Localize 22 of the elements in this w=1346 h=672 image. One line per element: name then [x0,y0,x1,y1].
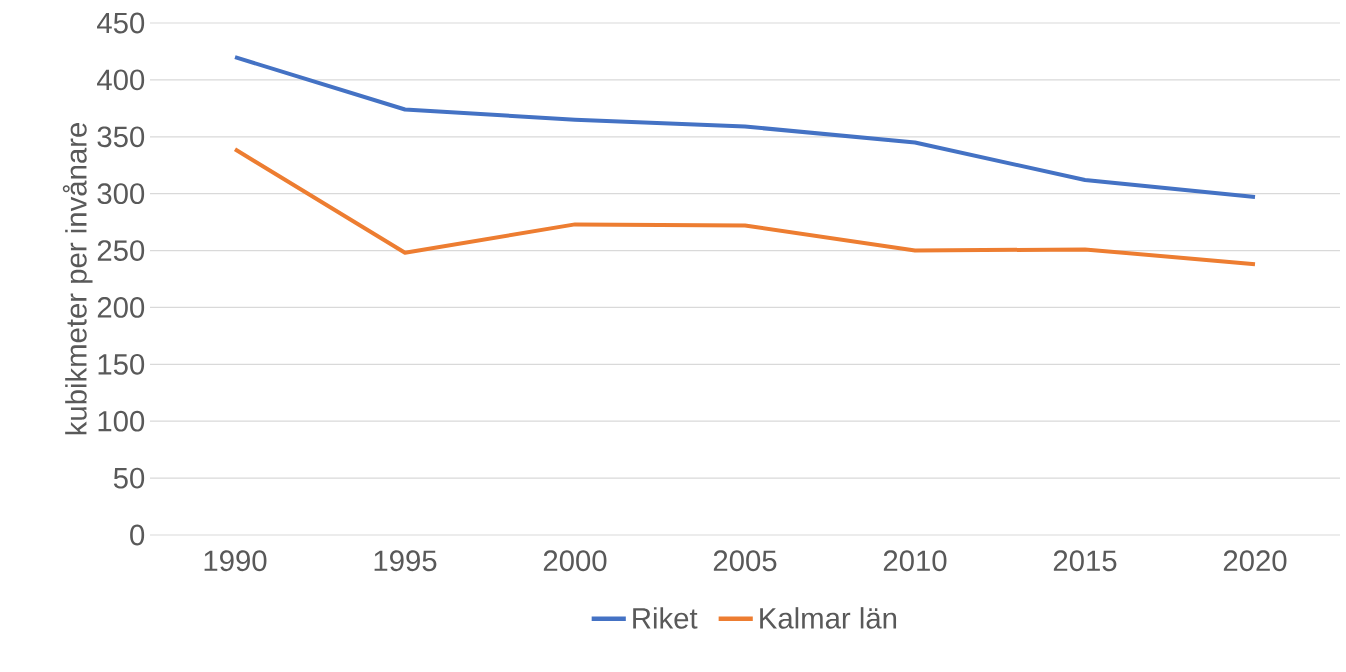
y-tick-label: 200 [97,297,145,318]
x-tick-label: 2020 [1223,550,1287,572]
x-tick-label: 1990 [204,550,267,572]
y-tick-label: 400 [97,69,145,91]
x-tick-label: 2015 [1053,550,1117,572]
legend-label: Kalmar län [760,607,897,629]
y-tick-label: 0 [130,524,145,546]
y-tick-label: 150 [98,353,145,375]
x-tick-label: 2005 [713,550,777,572]
y-tick-label: 450 [97,12,145,34]
x-tick-label: 1995 [374,550,437,572]
y-tick-label: 250 [97,240,145,261]
y-tick-label: 350 [97,126,145,148]
legend-label: Riket [633,607,698,629]
y-axis-title: kubikmeter per invånare [62,123,93,435]
y-tick-label: 300 [97,183,145,205]
x-tick-label: 2000 [543,550,607,572]
line-series [233,55,1258,200]
line-series [233,147,1258,267]
x-tick-label: 2010 [883,550,947,572]
y-tick-label: 50 [113,467,145,489]
y-tick-label: 100 [98,410,145,432]
